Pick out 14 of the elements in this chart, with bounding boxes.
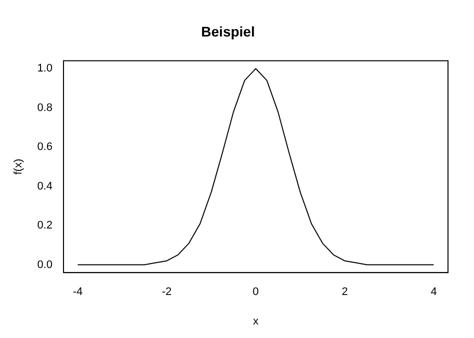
x-axis-title: x: [252, 315, 259, 328]
y-tick-label: 0.4: [37, 180, 52, 192]
x-tick-label: 4: [430, 286, 437, 298]
x-tick-label: -4: [72, 286, 83, 298]
x-tick-label: -2: [162, 286, 172, 298]
y-tick-label: 0.6: [37, 141, 52, 154]
x-tick-label: 2: [342, 286, 348, 298]
y-tick-label: 0.8: [37, 102, 52, 114]
y-tick-label: 0.2: [37, 220, 52, 232]
x-tick-label: 0: [252, 286, 259, 298]
chart-title: Beispiel: [201, 23, 255, 40]
y-axis-title: f(x): [12, 158, 25, 175]
y-tick-label: 1.0: [37, 62, 52, 75]
y-tick-label: 0.0: [37, 258, 52, 271]
